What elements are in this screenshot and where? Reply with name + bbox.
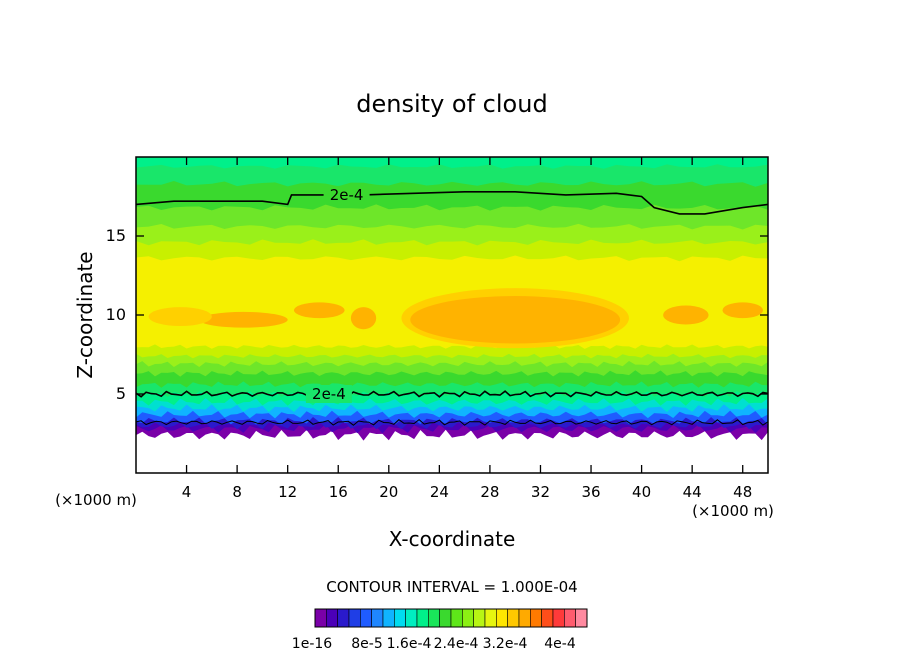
colorbar-frame — [314, 608, 588, 628]
x-unit-right: (×1000 m) — [692, 502, 774, 520]
x-tick-label: 20 — [379, 483, 398, 501]
colorbar-swatch — [371, 608, 384, 628]
colorbar — [314, 608, 588, 628]
x-tick-label: 8 — [232, 483, 242, 501]
colorbar-tick-label: 2.4e-4 — [434, 636, 479, 652]
colorbar-swatch — [450, 608, 463, 628]
colorbar-swatch — [326, 608, 338, 628]
colorbar-swatch — [394, 608, 406, 628]
contour-line-upper — [136, 191, 768, 215]
patch-orange-col — [350, 307, 377, 330]
colorbar-swatch — [530, 608, 542, 628]
colorbar-swatch — [405, 608, 418, 628]
colorbar-swatch — [348, 608, 361, 628]
y-tick-label: 5 — [116, 384, 126, 403]
colorbar-tick-label: 1.6e-4 — [387, 636, 432, 652]
colorbar-swatch — [382, 608, 395, 628]
contour-label-bg — [305, 385, 352, 403]
contour-line-inner — [136, 418, 768, 426]
y-axis-ticks: 5 10 15 — [106, 226, 768, 403]
patch-orange-small — [294, 302, 345, 319]
colorbar-tick-label: 8e-5 — [351, 636, 382, 652]
contour-interval-text: CONTOUR INTERVAL = 1.000E-04 — [326, 578, 577, 596]
y-tick-label: 10 — [106, 305, 126, 324]
colorbar-swatch — [507, 608, 520, 628]
colorbar-tick-label: 3.2e-4 — [483, 636, 528, 652]
contour-label: 2e-4 — [312, 385, 346, 403]
x-tick-label: 28 — [480, 483, 499, 501]
x-tick-label: 16 — [329, 483, 348, 501]
colorbar-swatch — [496, 608, 508, 628]
colorbar-swatch — [314, 608, 327, 628]
chart-title: density of cloud — [356, 90, 547, 118]
colorbar-swatch — [439, 608, 452, 628]
colorbar-swatch — [575, 608, 588, 628]
x-unit-left: (×1000 m) — [55, 491, 137, 509]
x-tick-label: 32 — [531, 483, 550, 501]
x-tick-label: 40 — [632, 483, 651, 501]
colorbar-tick-label: 1e-16 — [292, 636, 332, 652]
contour-label-bg — [323, 185, 370, 204]
x-axis-label: X-coordinate — [389, 527, 516, 551]
patch-orange-edge — [722, 302, 763, 319]
colorbar-swatch — [416, 608, 429, 628]
x-tick-label: 44 — [683, 483, 702, 501]
colorbar-tick-label: 4e-4 — [544, 636, 576, 652]
x-tick-label: 24 — [430, 483, 449, 501]
y-tick-label: 15 — [106, 226, 126, 245]
x-tick-label: 12 — [278, 483, 297, 501]
colorbar-swatch — [428, 608, 440, 628]
contour-label: 2e-4 — [330, 186, 364, 204]
contour-lines: 2e-4 2e-4 — [136, 185, 768, 426]
colorbar-labels: 1e-16 8e-5 1.6e-4 2.4e-4 3.2e-4 4e-4 — [292, 636, 576, 652]
colorbar-swatch — [473, 608, 486, 628]
patch-orange-main — [410, 296, 621, 344]
y-axis-label: Z-coordinate — [73, 251, 97, 378]
contour-fill-patches — [148, 288, 763, 349]
patch-yellow-orange-left — [148, 307, 212, 327]
contour-line-lower — [136, 390, 768, 398]
colorbar-swatch — [337, 608, 350, 628]
colorbar-swatch — [564, 608, 576, 628]
x-tick-label: 36 — [581, 483, 600, 501]
colorbar-swatch — [518, 608, 531, 628]
colorbar-swatch — [541, 608, 554, 628]
colorbar-swatch — [360, 608, 372, 628]
patch-orange-right — [663, 305, 709, 325]
fill-band-upper — [136, 157, 768, 169]
colorbar-swatch — [484, 608, 497, 628]
x-tick-label: 48 — [733, 483, 752, 501]
patch-orange-left — [199, 311, 288, 328]
colorbar-swatch — [462, 608, 474, 628]
x-axis-ticks: 4 8 12 16 20 24 28 32 36 40 44 48 — [182, 157, 752, 501]
x-tick-label: 4 — [182, 483, 192, 501]
plot-area: 2e-4 2e-4 — [136, 157, 768, 473]
colorbar-swatch — [552, 608, 565, 628]
